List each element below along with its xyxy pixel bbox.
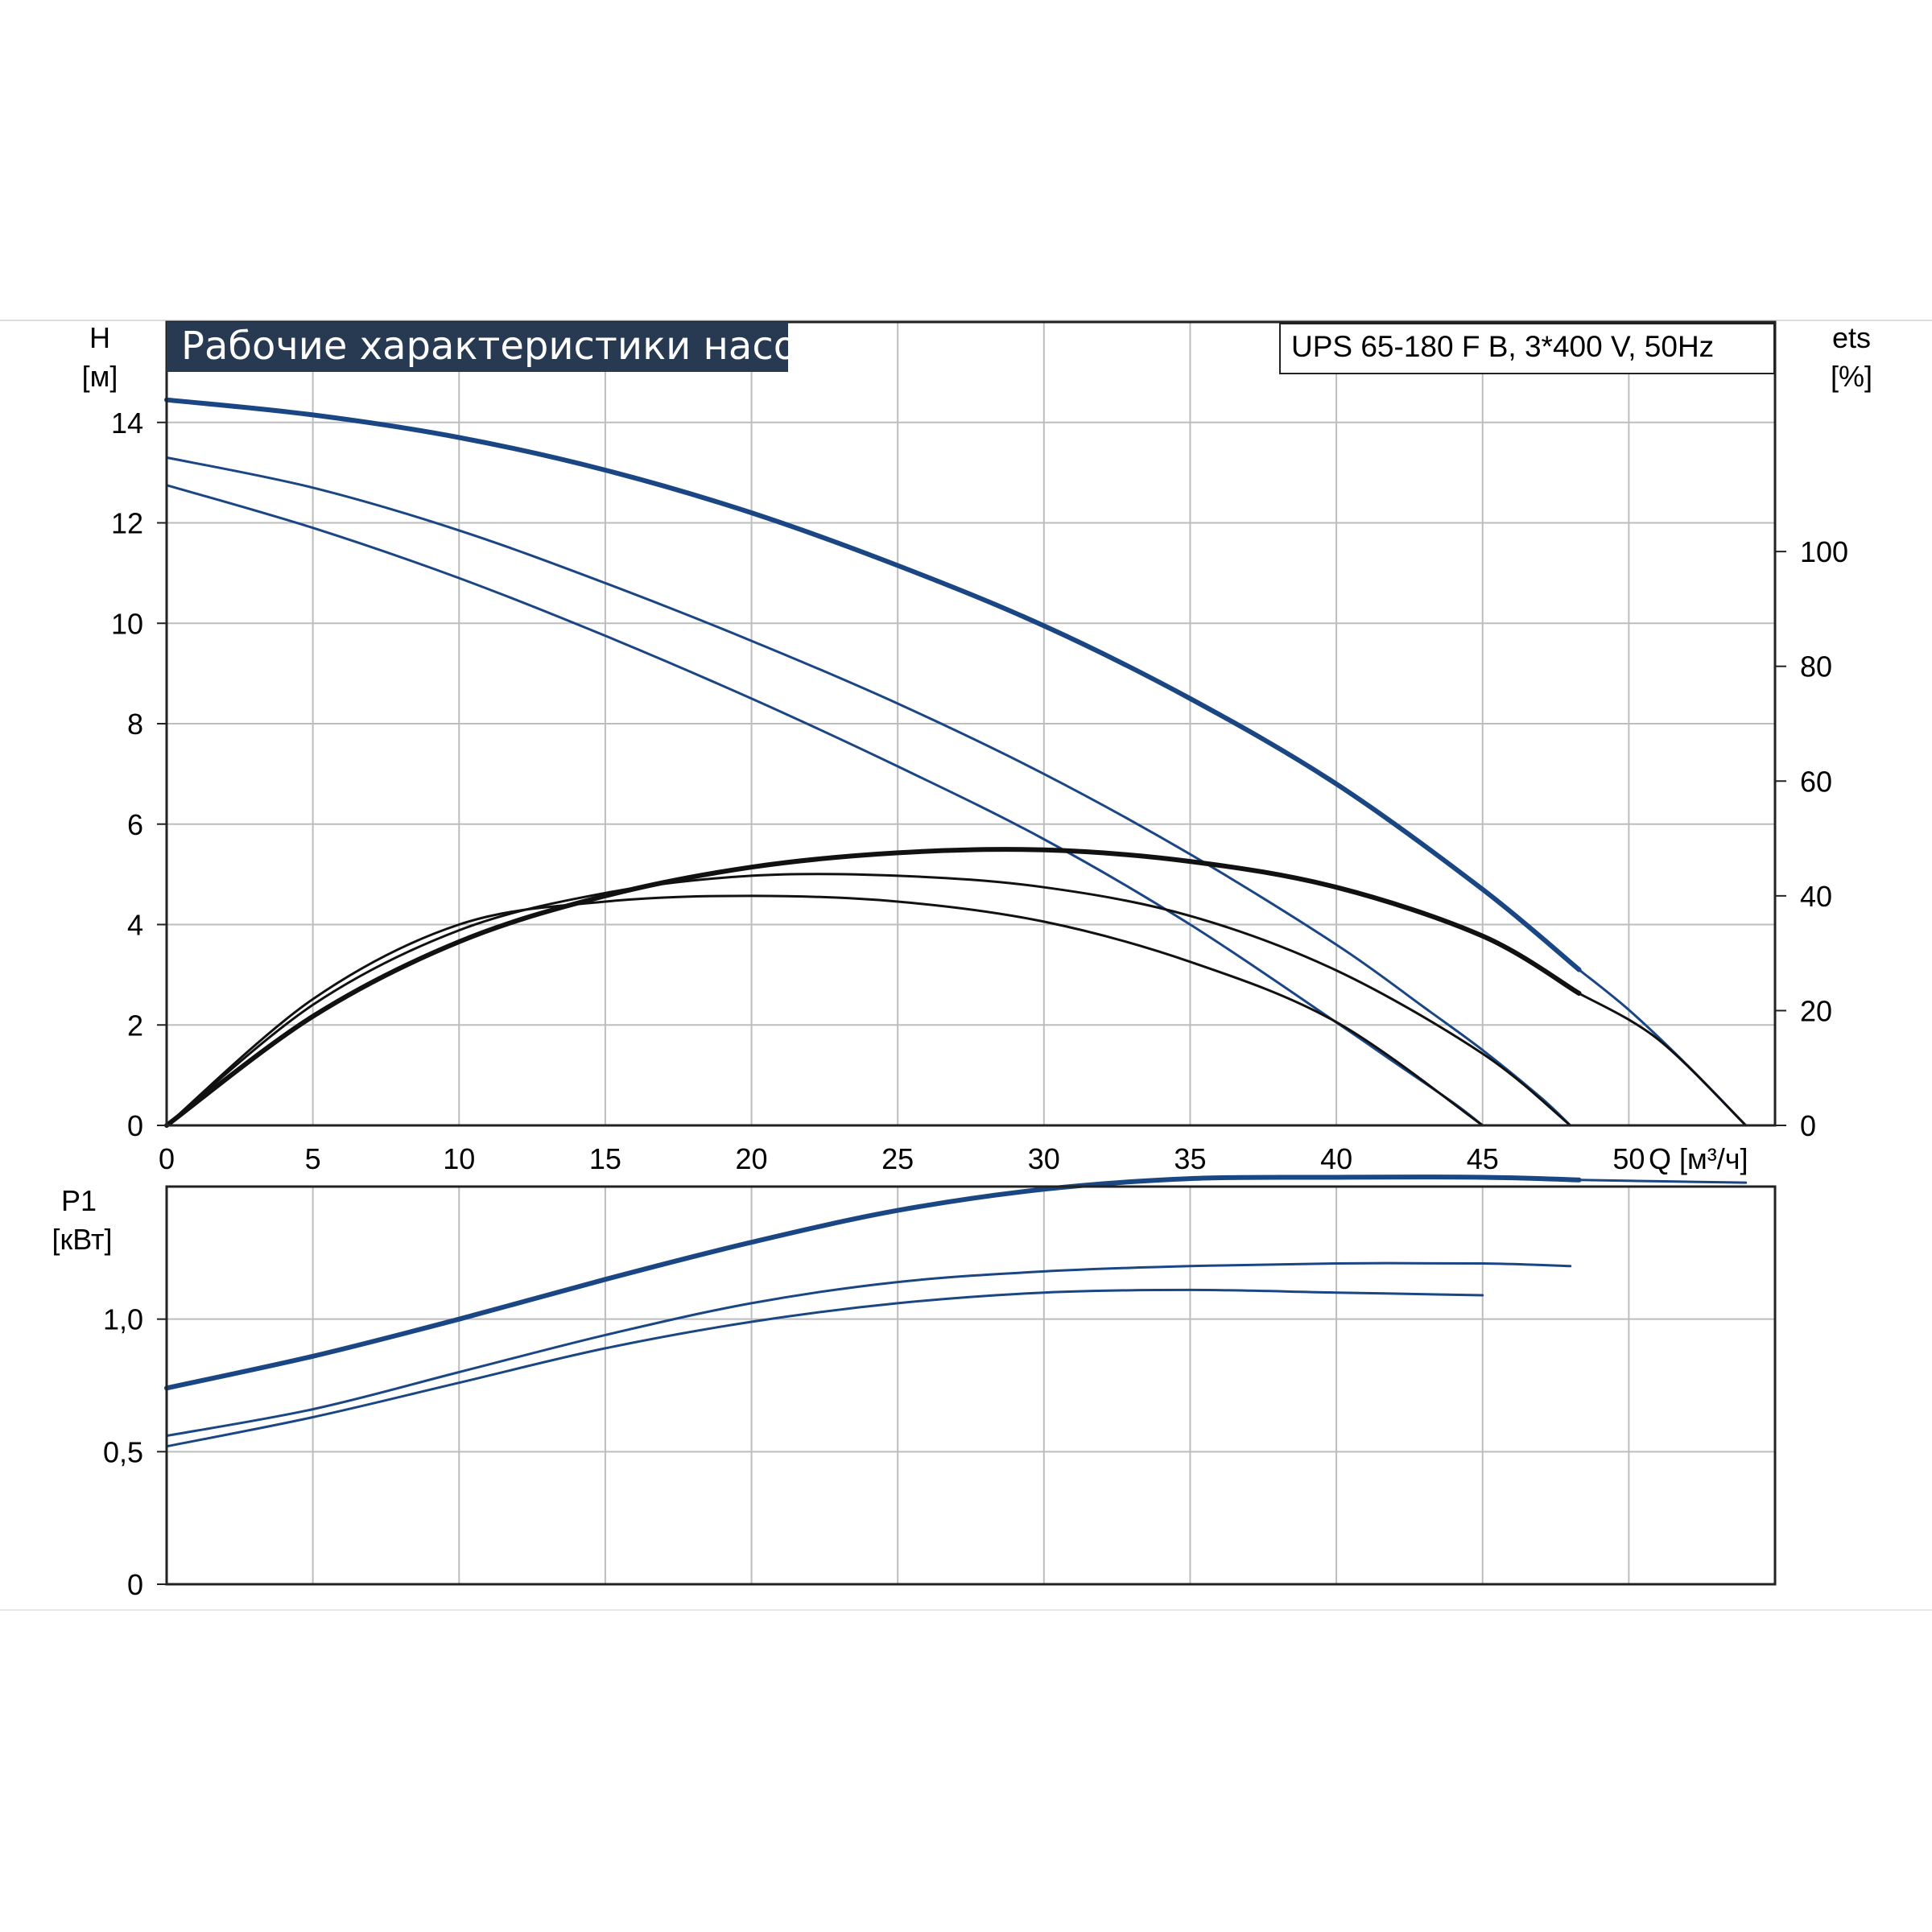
title-box [167, 322, 788, 372]
head-chart-series [164, 397, 1748, 1128]
y-tick-label: 10 [111, 607, 143, 640]
head-curve-mid-thin [165, 456, 1572, 1127]
y2-tick-label: 100 [1800, 535, 1848, 568]
y-tick-label: 0 [127, 1109, 143, 1142]
y2-tick-label: 40 [1800, 880, 1832, 913]
y2-tick-label: 20 [1800, 994, 1832, 1027]
efficiency-curve-max [164, 847, 1582, 1128]
y2-tick-label: 80 [1800, 650, 1832, 683]
head-curve-max [164, 397, 1582, 972]
x-tick-label: 50 [1612, 1142, 1645, 1175]
efficiency-curve-max-thin [1578, 992, 1748, 1127]
x-tick-label: 40 [1320, 1142, 1352, 1175]
p-tick-label: 0 [127, 1568, 143, 1601]
x-tick-label: 45 [1467, 1142, 1499, 1175]
y-tick-label: 2 [127, 1009, 143, 1042]
x-tick-label: 15 [589, 1142, 621, 1175]
efficiency-curve-min-thin [165, 894, 1484, 1127]
model-label: UPS 65-180 F B, 3*400 V, 50Hz [1291, 330, 1714, 363]
x-tick-label: 30 [1028, 1142, 1060, 1175]
y2-tick-label: 0 [1800, 1109, 1816, 1142]
power-curve-max-thin [1578, 1179, 1748, 1184]
y-tick-label: 8 [127, 708, 143, 741]
power-chart-series [164, 1174, 1748, 1448]
head-chart-ticks: 0 5 10 15 20 25 30 35 40 45 50 0 2 4 6 8 10 12 14 0 20 40 60 80… [111, 407, 1848, 1175]
head-curve-min-thin [165, 484, 1484, 1127]
y2-axis-label-ets: ets [1832, 321, 1871, 354]
power-chart-frame [165, 1185, 1777, 1586]
y2-tick-label: 60 [1800, 765, 1832, 798]
x-tick-label: 35 [1174, 1142, 1206, 1175]
y-tick-label: 4 [127, 909, 143, 942]
y-axis-unit-kw: [кВт] [52, 1223, 112, 1256]
p-tick-label: 1,0 [103, 1303, 143, 1336]
power-curve-min-thin [165, 1288, 1484, 1448]
x-tick-label: 20 [736, 1142, 768, 1175]
x-tick-label: 0 [159, 1142, 175, 1175]
y-tick-label: 14 [111, 407, 143, 440]
power-chart-ticks: 0 0,5 1,0 [103, 1303, 167, 1601]
power-curve-max [164, 1174, 1582, 1391]
x-tick-label: 25 [881, 1142, 914, 1175]
chart-title: Рабочие характеристики насоса [181, 324, 842, 369]
x-tick-label: 10 [443, 1142, 475, 1175]
y-tick-label: 6 [127, 808, 143, 841]
head-chart-grid [166, 321, 1776, 1126]
y-axis-unit-h: [м] [82, 360, 118, 393]
y2-axis-unit-percent: [%] [1831, 360, 1872, 393]
p-tick-label: 0,5 [103, 1435, 143, 1468]
x-axis-label-q: Q [м³/ч] [1649, 1142, 1748, 1175]
y-axis-label-h: H [89, 321, 110, 354]
efficiency-curve-mid-thin [165, 873, 1572, 1127]
y-axis-label-p1: P1 [61, 1184, 97, 1217]
power-curve-mid-thin [165, 1261, 1572, 1438]
head-curve-max-thin [1578, 968, 1748, 1127]
x-tick-label: 5 [305, 1142, 321, 1175]
model-box [1279, 323, 1775, 374]
y-tick-label: 12 [111, 507, 143, 540]
